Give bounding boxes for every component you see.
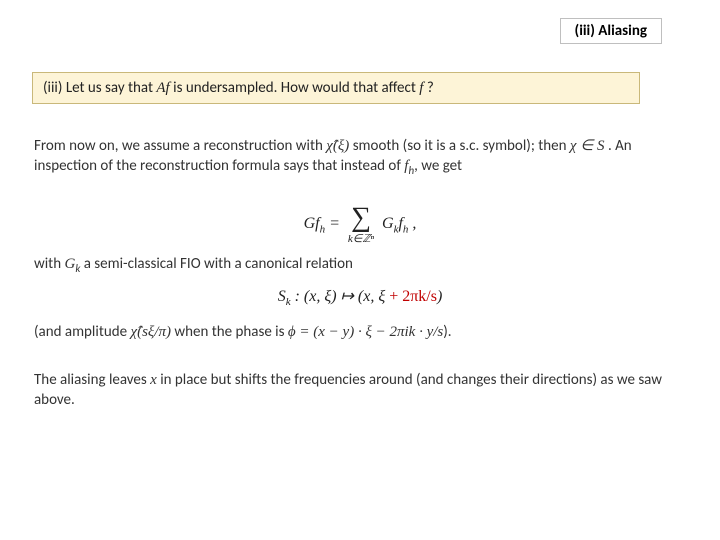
question-mid: is undersampled. How would that affect <box>170 79 420 97</box>
eq2-lhs: (x, ξ) ↦ (x, ξ <box>304 288 385 305</box>
paragraph-2: with Gk a semi-classical FIO with a cano… <box>34 254 674 277</box>
p1-t1: From now on, we assume a reconstruction … <box>34 137 326 155</box>
equation-1: Gfh = ∑k∈ℤⁿ Gkfh , <box>0 204 720 245</box>
p2-t2: a semi-classical FIO with a canonical re… <box>80 255 353 273</box>
sigma-icon: ∑ <box>348 204 374 232</box>
equation-2: Sk : (x, ξ) ↦ (x, ξ + 2πk/s) <box>0 286 720 308</box>
paragraph-1: From now on, we assume a reconstruction … <box>34 136 674 179</box>
eq1-sum-sub: k∈ℤⁿ <box>348 232 374 245</box>
p3-t1: (and amplitude <box>34 323 130 341</box>
paragraph-4: The aliasing leaves x in place but shift… <box>34 370 674 411</box>
eq1-sum: ∑k∈ℤⁿ <box>348 204 374 245</box>
eq1-comma: , <box>408 215 416 232</box>
p1-t4: , we get <box>414 157 462 175</box>
p2-t1: with <box>34 255 64 273</box>
eq1-rhs-g: G <box>382 215 394 232</box>
p1-chihat: χ̂(ξ) <box>326 138 349 154</box>
p1-t2: smooth (so it is a s.c. symbol); then <box>349 137 570 155</box>
eq2-rparen: ) <box>437 288 442 305</box>
question-prefix: (iii) Let us say that <box>43 79 156 97</box>
p3-t2: when the phase is <box>171 323 288 341</box>
p3-phi: ϕ = (x − y) · ξ − 2πik · y/s <box>288 324 443 340</box>
p1-chis: χ ∈ S <box>570 138 605 154</box>
eq1-lhs-g: Gf <box>304 215 320 232</box>
header-label: (iii) Aliasing <box>560 18 662 44</box>
eq2-sk: S <box>278 288 286 305</box>
question-suffix: ? <box>423 79 433 97</box>
eq1-eq: = <box>325 215 344 232</box>
paragraph-3: (and amplitude χ̂(sξ/π) when the phase i… <box>34 322 674 342</box>
question-box: (iii) Let us say that Af is undersampled… <box>32 72 640 104</box>
p4-x: x <box>150 372 157 388</box>
p4-t1: The aliasing leaves <box>34 371 150 389</box>
p3-t3: ). <box>443 323 451 341</box>
question-af: Af <box>156 80 169 96</box>
eq2-red: + 2πk/s <box>385 288 437 305</box>
p2-gk: G <box>64 256 75 272</box>
p3-amp: χ̂(sξ/π) <box>130 324 171 340</box>
eq2-colon: : <box>291 288 304 305</box>
